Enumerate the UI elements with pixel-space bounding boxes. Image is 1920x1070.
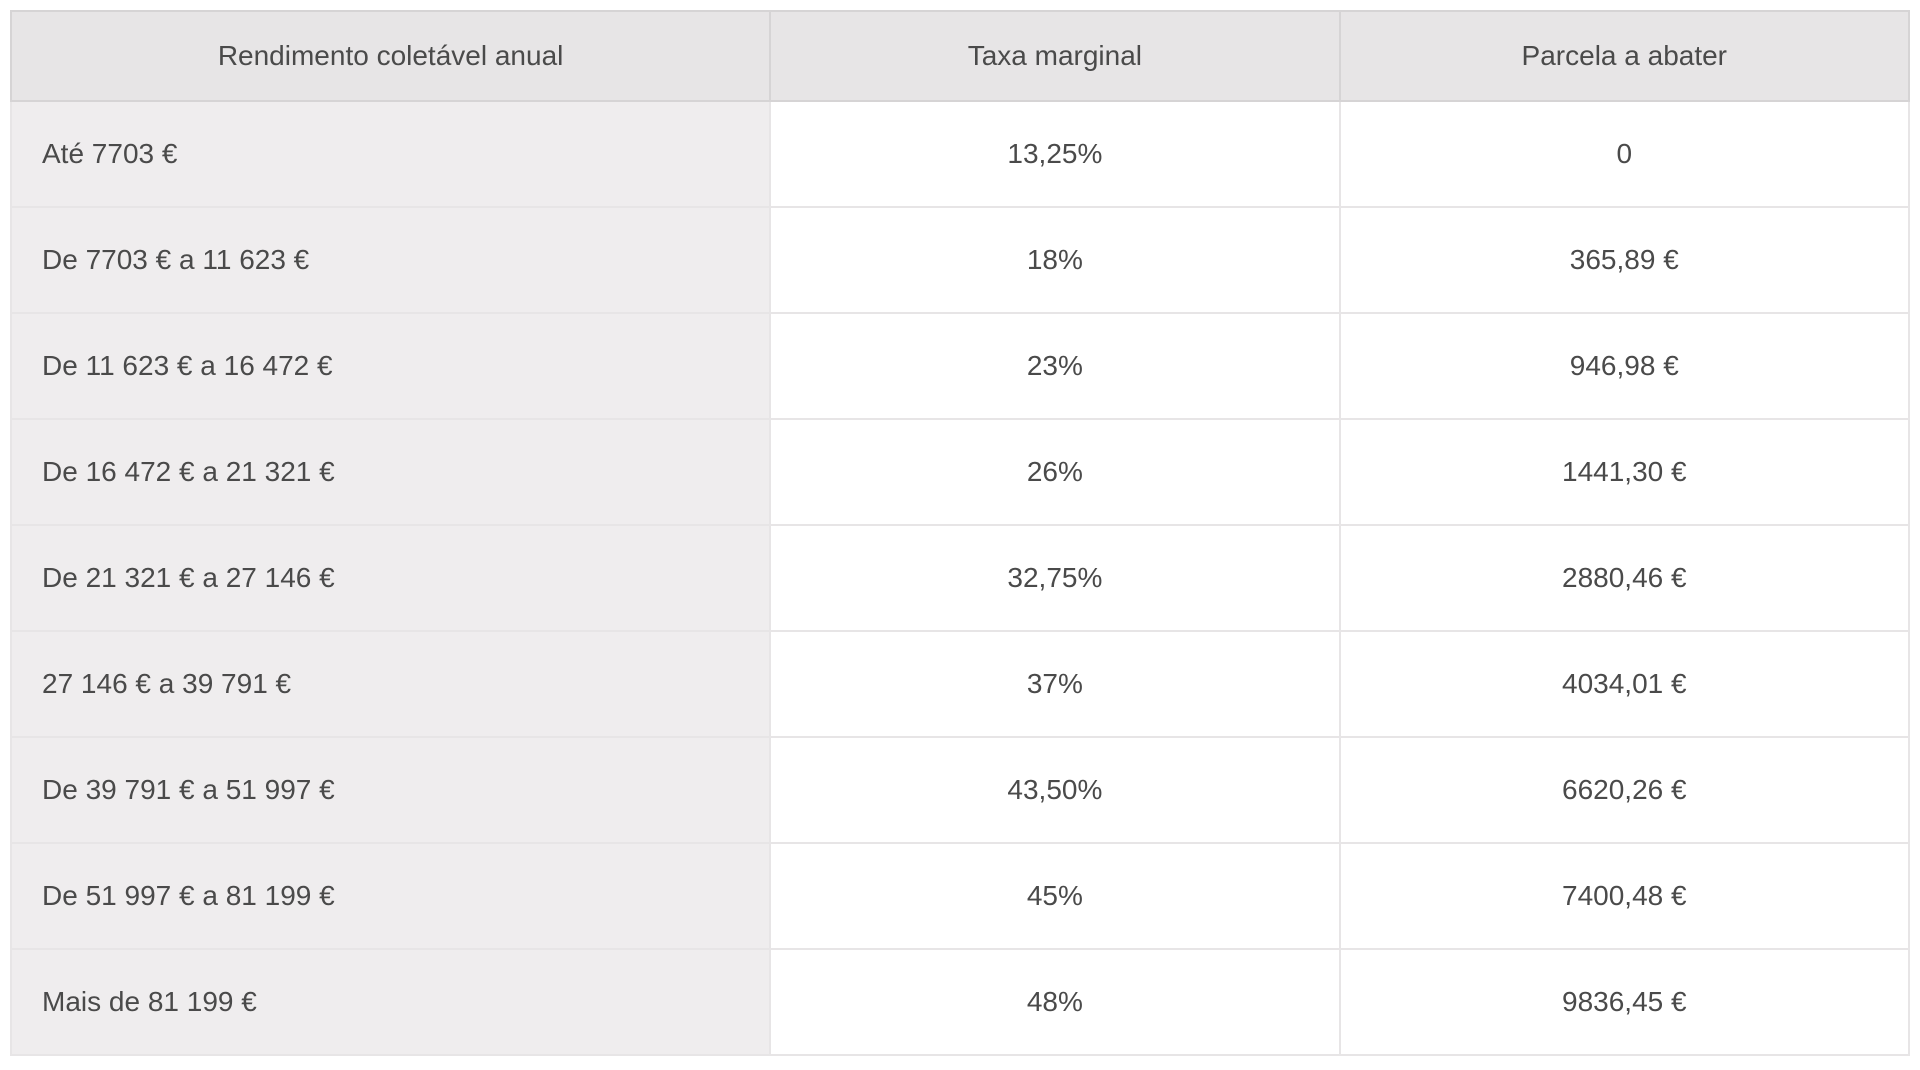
cell-rate: 48% — [770, 949, 1339, 1055]
cell-income: Mais de 81 199 € — [11, 949, 770, 1055]
cell-income: 27 146 € a 39 791 € — [11, 631, 770, 737]
table-row: 27 146 € a 39 791 € 37% 4034,01 € — [11, 631, 1909, 737]
cell-income: Até 7703 € — [11, 101, 770, 207]
cell-deduction: 9836,45 € — [1340, 949, 1909, 1055]
cell-rate: 13,25% — [770, 101, 1339, 207]
cell-income: De 11 623 € a 16 472 € — [11, 313, 770, 419]
cell-deduction: 365,89 € — [1340, 207, 1909, 313]
cell-rate: 45% — [770, 843, 1339, 949]
table-row: De 51 997 € a 81 199 € 45% 7400,48 € — [11, 843, 1909, 949]
column-header-income: Rendimento coletável anual — [11, 11, 770, 101]
table-row: De 7703 € a 11 623 € 18% 365,89 € — [11, 207, 1909, 313]
cell-rate: 37% — [770, 631, 1339, 737]
cell-income: De 51 997 € a 81 199 € — [11, 843, 770, 949]
table-row: De 16 472 € a 21 321 € 26% 1441,30 € — [11, 419, 1909, 525]
cell-deduction: 7400,48 € — [1340, 843, 1909, 949]
cell-deduction: 2880,46 € — [1340, 525, 1909, 631]
table-row: Até 7703 € 13,25% 0 — [11, 101, 1909, 207]
cell-deduction: 4034,01 € — [1340, 631, 1909, 737]
table-row: De 21 321 € a 27 146 € 32,75% 2880,46 € — [11, 525, 1909, 631]
column-header-rate: Taxa marginal — [770, 11, 1339, 101]
table-header-row: Rendimento coletável anual Taxa marginal… — [11, 11, 1909, 101]
cell-rate: 43,50% — [770, 737, 1339, 843]
column-header-deduction: Parcela a abater — [1340, 11, 1909, 101]
cell-deduction: 946,98 € — [1340, 313, 1909, 419]
tax-brackets-table: Rendimento coletável anual Taxa marginal… — [10, 10, 1910, 1056]
cell-income: De 7703 € a 11 623 € — [11, 207, 770, 313]
cell-income: De 39 791 € a 51 997 € — [11, 737, 770, 843]
cell-rate: 26% — [770, 419, 1339, 525]
table-row: De 39 791 € a 51 997 € 43,50% 6620,26 € — [11, 737, 1909, 843]
cell-deduction: 1441,30 € — [1340, 419, 1909, 525]
table-row: De 11 623 € a 16 472 € 23% 946,98 € — [11, 313, 1909, 419]
cell-deduction: 6620,26 € — [1340, 737, 1909, 843]
cell-rate: 18% — [770, 207, 1339, 313]
cell-income: De 21 321 € a 27 146 € — [11, 525, 770, 631]
cell-income: De 16 472 € a 21 321 € — [11, 419, 770, 525]
cell-rate: 32,75% — [770, 525, 1339, 631]
table-body: Até 7703 € 13,25% 0 De 7703 € a 11 623 €… — [11, 101, 1909, 1055]
cell-deduction: 0 — [1340, 101, 1909, 207]
cell-rate: 23% — [770, 313, 1339, 419]
table-row: Mais de 81 199 € 48% 9836,45 € — [11, 949, 1909, 1055]
